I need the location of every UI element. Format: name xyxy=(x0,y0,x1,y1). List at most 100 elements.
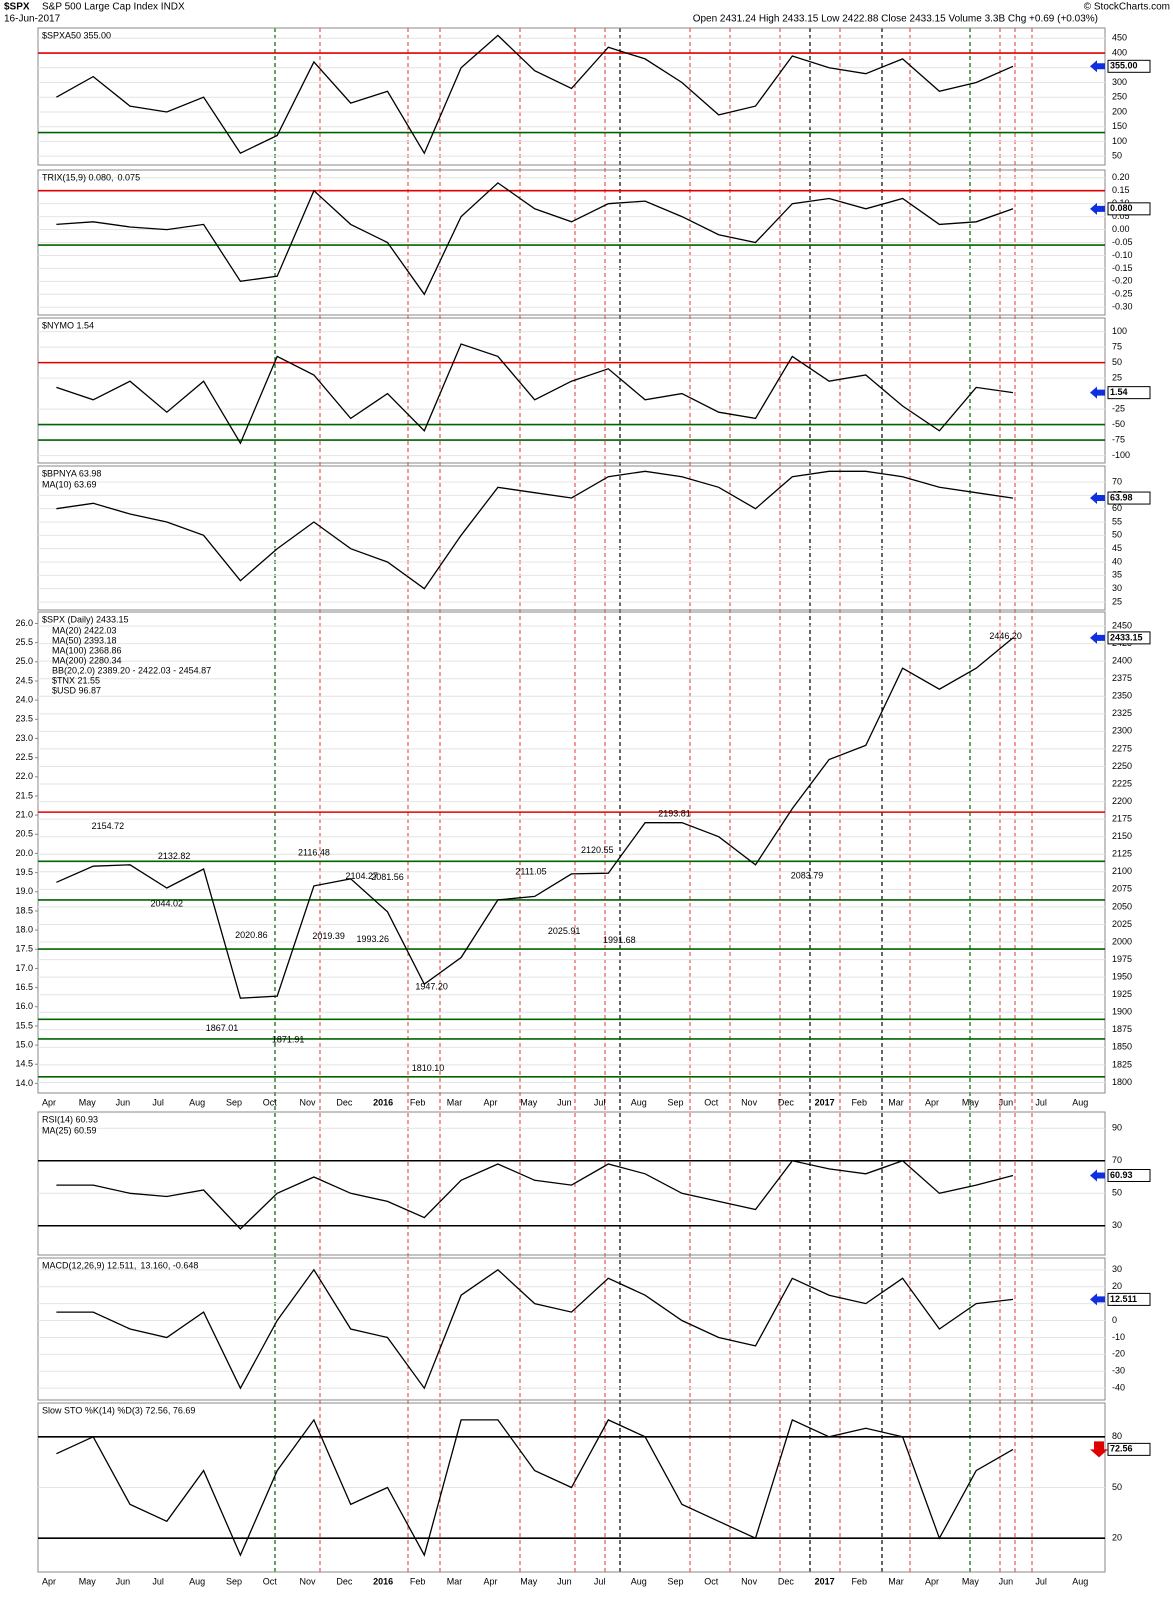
panel-title: MACD(12,26,9) 12.511, xyxy=(42,1260,136,1270)
y-tick-label: 50 xyxy=(1112,357,1122,367)
x-tick-label: Apr xyxy=(42,1576,56,1586)
series-line xyxy=(56,34,1014,155)
y-tick-label: -0.20 xyxy=(1112,276,1133,286)
x-tick-label: 2016 xyxy=(373,1576,393,1586)
x-tick-label: 2017 xyxy=(815,1576,835,1586)
value-arrow xyxy=(1090,1293,1105,1306)
y-tick-label: 60 xyxy=(1112,503,1122,513)
x-tick-label: Aug xyxy=(1072,1097,1088,1107)
x-tick-label: May xyxy=(962,1097,980,1107)
y-tick-label: 450 xyxy=(1112,33,1127,43)
y-tick-label: 2175 xyxy=(1112,814,1132,824)
panel-title-signal: 0.075 xyxy=(118,172,141,182)
y-tick-label: 400 xyxy=(1112,47,1127,57)
x-tick-label: Mar xyxy=(888,1097,904,1107)
panel-frame xyxy=(37,611,1106,1094)
x-tick-label: May xyxy=(520,1097,538,1107)
legend-entry: $USD 96.87 xyxy=(52,685,101,695)
quote: Open 2431.24 High 2433.15 Low 2422.88 Cl… xyxy=(693,14,1098,25)
x-tick-label: Oct xyxy=(704,1097,719,1107)
price-annotation: 2132.82 xyxy=(158,851,191,861)
value-arrow xyxy=(1090,386,1105,399)
last-value: 60.93 xyxy=(1110,1170,1133,1180)
y-tick-label: 0.05 xyxy=(1112,211,1130,221)
y2-tick-label: 17.5 xyxy=(15,944,33,954)
x-tick-label: Jul xyxy=(594,1097,606,1107)
last-value: 63.98 xyxy=(1110,492,1133,502)
x-tick-label: Dec xyxy=(778,1097,795,1107)
last-value: 72.56 xyxy=(1110,1444,1133,1454)
x-tick-label: Apr xyxy=(925,1576,939,1586)
y-tick-label: 2225 xyxy=(1112,778,1132,788)
y-tick-label: 50 xyxy=(1112,530,1122,540)
x-tick-label: Jun xyxy=(116,1576,131,1586)
y-tick-label: 0.00 xyxy=(1112,224,1130,234)
y-tick-label: 70 xyxy=(1112,1155,1122,1165)
panel-title-ma: MA(25) 60.59 xyxy=(42,1125,97,1135)
x-tick-label: Jun xyxy=(557,1097,572,1107)
price-annotation: 2116.48 xyxy=(298,848,330,858)
price-annotation: 2020.86 xyxy=(235,930,268,940)
y-tick-label: 20 xyxy=(1112,1533,1122,1543)
x-tick-label: Aug xyxy=(1072,1576,1088,1586)
x-tick-label: Jun xyxy=(557,1576,572,1586)
panel-frame xyxy=(37,27,1106,166)
y2-tick-label: 19.0 xyxy=(15,886,33,896)
x-tick-label: Sep xyxy=(226,1097,242,1107)
series-line xyxy=(56,343,1014,445)
y2-tick-label: 24.5 xyxy=(15,675,33,685)
x-tick-label: Dec xyxy=(778,1576,795,1586)
legend-entry: MA(100) 2368.86 xyxy=(52,645,122,655)
index-name: S&P 500 Large Cap Index INDX xyxy=(42,2,185,13)
last-value-box xyxy=(1107,491,1151,505)
price-annotation: 2111.05 xyxy=(515,866,546,876)
price-annotation: 2104.27 xyxy=(346,871,379,881)
price-annotation: 2120.55 xyxy=(581,845,614,855)
y-tick-label: -10 xyxy=(1112,1332,1125,1342)
y-tick-label: 2100 xyxy=(1112,866,1132,876)
x-tick-label: Jul xyxy=(152,1097,164,1107)
y2-tick-label: 20.0 xyxy=(15,848,33,858)
y-tick-label: 2450 xyxy=(1112,620,1132,630)
y-tick-label: 20 xyxy=(1112,1281,1122,1291)
y-tick-label: 2075 xyxy=(1112,884,1132,894)
y2-tick-label: 15.0 xyxy=(15,1039,33,1049)
x-tick-label: Mar xyxy=(888,1576,904,1586)
last-value: 1.54 xyxy=(1110,387,1128,397)
price-annotation: 2019.39 xyxy=(312,931,345,941)
y2-tick-label: 14.5 xyxy=(15,1059,33,1069)
y-tick-label: -0.25 xyxy=(1112,289,1133,299)
x-tick-label: May xyxy=(962,1576,980,1586)
x-tick-label: Jul xyxy=(594,1576,606,1586)
y2-tick-label: 23.0 xyxy=(15,733,33,743)
panel-title: $SPXA50 355.00 xyxy=(42,30,111,40)
y-tick-label: 45 xyxy=(1112,543,1122,553)
price-annotation: 1991.68 xyxy=(603,935,636,945)
x-tick-label: Jul xyxy=(1035,1097,1047,1107)
x-tick-label: Apr xyxy=(42,1097,56,1107)
x-tick-label: Aug xyxy=(189,1576,205,1586)
value-arrow xyxy=(1090,631,1105,644)
last-value: 355.00 xyxy=(1110,61,1138,71)
y-tick-label: 2375 xyxy=(1112,673,1132,683)
y-tick-label: 100 xyxy=(1112,326,1127,336)
x-tick-label: Nov xyxy=(300,1576,317,1586)
x-tick-label: 2017 xyxy=(815,1097,835,1107)
x-tick-label: Sep xyxy=(667,1576,683,1586)
x-tick-label: May xyxy=(79,1097,97,1107)
y2-tick-label: 20.5 xyxy=(15,829,33,839)
y-tick-label: 40 xyxy=(1112,556,1122,566)
y-tick-label: 1900 xyxy=(1112,1007,1132,1017)
y-tick-label: -0.05 xyxy=(1112,237,1133,247)
series-line xyxy=(56,637,1014,999)
price-annotation: 1993.26 xyxy=(357,934,390,944)
panel-frame xyxy=(37,317,1106,464)
x-tick-label: Mar xyxy=(447,1576,463,1586)
y2-tick-label: 24.0 xyxy=(15,695,33,705)
x-tick-label: Aug xyxy=(631,1576,647,1586)
x-tick-label: Jun xyxy=(999,1576,1014,1586)
x-tick-label: Dec xyxy=(336,1097,353,1107)
last-value-box xyxy=(1107,1292,1151,1306)
y-tick-label: 0.20 xyxy=(1112,172,1130,182)
y2-tick-label: 23.5 xyxy=(15,714,33,724)
